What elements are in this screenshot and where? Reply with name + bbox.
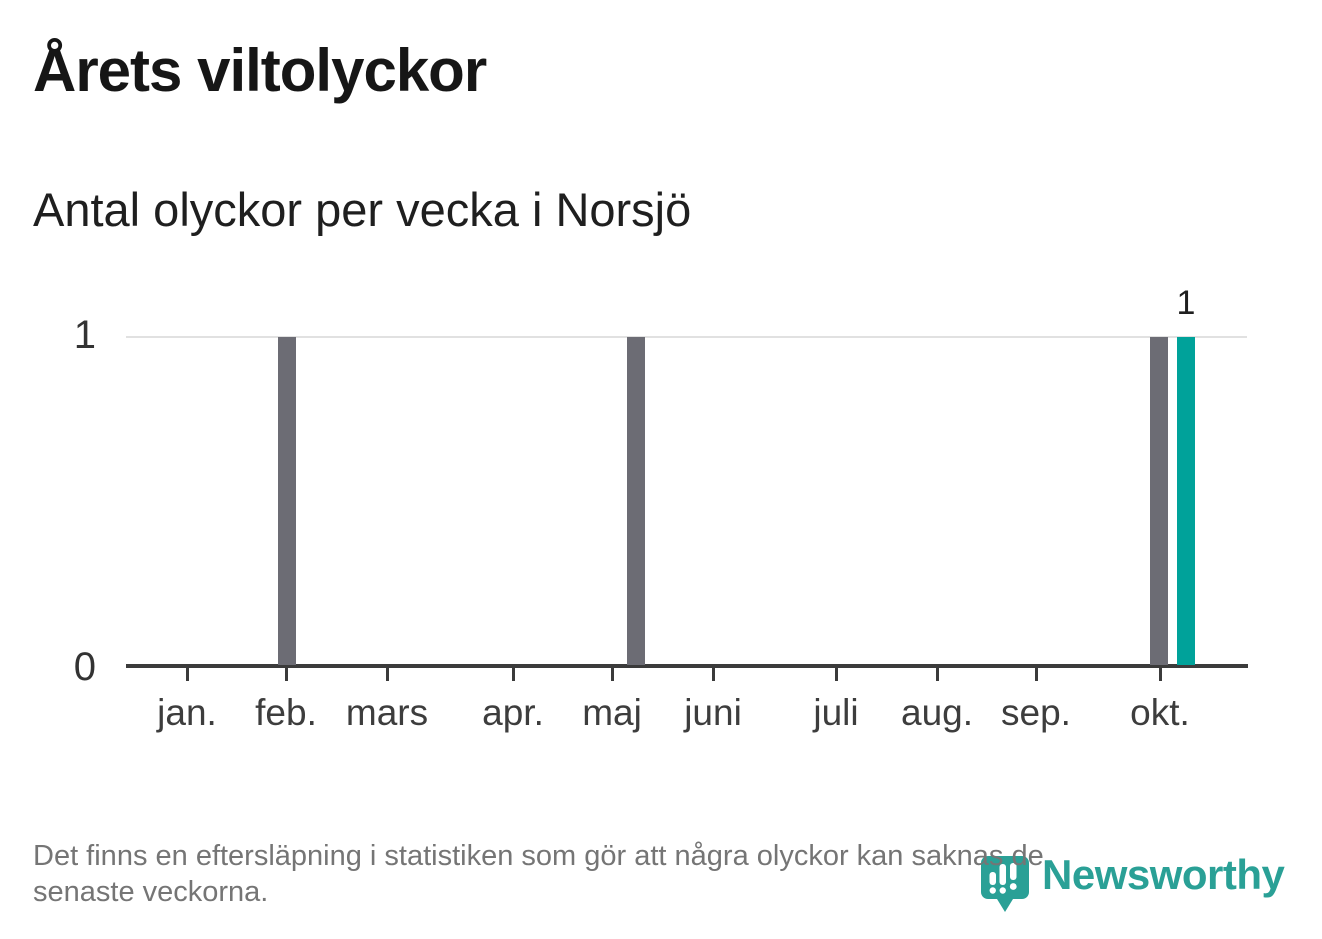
gridline-y1 xyxy=(126,336,1247,338)
bar-week-4-okt xyxy=(1177,337,1195,665)
x-axis-label-jan: jan. xyxy=(157,692,217,733)
x-axis-line xyxy=(126,664,1248,668)
newsworthy-logo: Newsworthy xyxy=(980,850,1310,935)
newsworthy-bubble-chart-icon xyxy=(981,856,1029,912)
x-axis-tick-mars xyxy=(385,668,389,681)
x-axis-label-juni: juni xyxy=(684,692,742,733)
chart-subtitle: Antal olyckor per vecka i Norsjö xyxy=(33,183,692,236)
y-axis-label-0: 0 xyxy=(73,645,96,689)
y-axis-label-1: 1 xyxy=(73,313,96,357)
x-axis-tick-jan xyxy=(185,668,189,681)
footer-note-line1: Det finns en eftersläpning i statistiken… xyxy=(33,840,1044,872)
x-axis-label-juli: juli xyxy=(813,692,859,733)
x-axis-tick-feb xyxy=(284,668,288,681)
x-axis-tick-okt xyxy=(1158,668,1162,681)
bar-week-2-maj xyxy=(627,337,645,665)
x-axis-label-apr: apr. xyxy=(482,692,544,733)
bar-week-1-feb xyxy=(278,337,296,665)
newsworthy-wordmark: Newsworthy xyxy=(1042,851,1285,898)
x-axis-label-aug: aug. xyxy=(900,692,974,733)
x-axis-label-feb: feb. xyxy=(255,692,317,733)
footer-note-line2: senaste veckorna. xyxy=(33,876,269,908)
x-axis-tick-aug xyxy=(935,668,939,681)
x-axis-tick-juni xyxy=(711,668,715,681)
bar-week-3-okt xyxy=(1150,337,1168,665)
x-axis-label-maj: maj xyxy=(582,692,642,733)
x-axis-tick-juli xyxy=(834,668,838,681)
x-axis-tick-apr xyxy=(511,668,515,681)
footer-note: Det finns en eftersläpning i statistiken… xyxy=(33,838,1283,910)
x-axis-tick-maj xyxy=(610,668,614,681)
x-axis-tick-sep xyxy=(1034,668,1038,681)
page-title: Årets viltolyckor xyxy=(33,37,487,104)
bar-value-label: 1 xyxy=(1176,284,1196,322)
x-axis-label-sep: sep. xyxy=(1001,692,1071,733)
x-axis-label-mars: mars xyxy=(345,692,429,733)
x-axis-label-okt: okt. xyxy=(1130,692,1190,733)
